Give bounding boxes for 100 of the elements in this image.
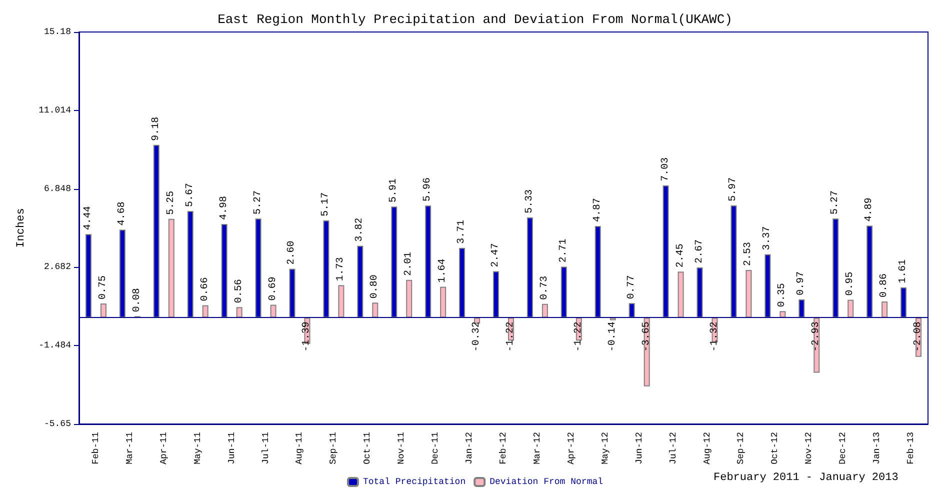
x-tick-label: Jan-13 [872, 432, 882, 464]
data-label: 5.96 [422, 177, 434, 202]
data-label: 2.47 [490, 243, 502, 268]
x-tick-label: Mar-11 [124, 432, 135, 464]
x-tick-label: May-11 [192, 432, 203, 464]
data-label: 0.77 [626, 275, 638, 300]
bar [730, 205, 737, 318]
bar [493, 271, 499, 318]
data-label: 5.33 [524, 189, 536, 214]
data-label: 2.53 [743, 242, 754, 266]
data-label: -2.08 [913, 322, 924, 352]
data-label: 2.60 [286, 240, 298, 265]
bar [746, 270, 752, 318]
data-label: -1.22 [506, 322, 516, 352]
data-label: 4.68 [116, 202, 128, 226]
bar [391, 206, 398, 318]
bar [236, 307, 242, 318]
y-tick-label: 6.848 [44, 184, 71, 194]
x-tick-label: Nov-12 [804, 432, 814, 464]
bar [168, 218, 174, 318]
bar [594, 226, 601, 318]
data-label: 3.71 [456, 220, 468, 244]
data-label: 0.08 [132, 288, 143, 312]
bar [372, 302, 378, 318]
legend-label: Deviation From Normal [490, 477, 604, 487]
data-label: -2.93 [811, 322, 822, 352]
bar [560, 266, 567, 318]
data-label: -0.32 [472, 322, 483, 352]
data-label: 2.01 [404, 252, 415, 276]
data-label: 3.37 [762, 226, 774, 250]
data-label: 0.95 [845, 272, 856, 296]
y-tick-label: -1.484 [38, 340, 71, 351]
data-label: 0.35 [777, 283, 788, 308]
data-label: 4.87 [592, 198, 604, 222]
data-label: 5.97 [728, 177, 740, 202]
x-axis-title: February 2011 - January 2013 [714, 472, 898, 484]
bar [202, 305, 208, 318]
bar [440, 286, 446, 318]
bar [848, 300, 854, 318]
x-tick-label: Jul-12 [668, 432, 678, 464]
bar [764, 254, 771, 318]
bar [798, 299, 805, 318]
data-label: 0.80 [370, 274, 381, 299]
bar [696, 267, 703, 318]
x-tick-label: May-12 [600, 432, 610, 464]
x-tick-label: Dec-12 [838, 432, 848, 464]
x-tick-label: Jan-12 [464, 432, 475, 464]
bar [628, 303, 635, 318]
y-axis-title: Inches [16, 208, 28, 248]
data-label: 4.89 [864, 198, 876, 222]
bar [119, 230, 126, 318]
data-label: 5.27 [830, 190, 842, 214]
data-label: 5.25 [166, 190, 177, 215]
x-tick-label: Aug-11 [294, 432, 305, 464]
data-label: -3.65 [641, 322, 652, 352]
chart-title: East Region Monthly Precipitation and Deviation From Normal(UKAWC) [218, 12, 732, 27]
data-label: -1.39 [302, 322, 313, 352]
data-label: 0.73 [539, 276, 550, 300]
x-tick-label: Sep-11 [328, 432, 339, 464]
data-label: -0.14 [607, 322, 618, 352]
bar [100, 304, 106, 318]
data-label: 5.67 [184, 182, 196, 207]
bar [866, 226, 873, 318]
data-label: 3.82 [354, 218, 366, 242]
bar [221, 224, 228, 318]
x-tick-label: Apr-12 [566, 432, 576, 464]
bar [542, 304, 548, 318]
data-label: 0.56 [234, 279, 245, 304]
data-label: 5.27 [252, 190, 264, 214]
data-label: -1.22 [573, 322, 584, 352]
data-label: -1.32 [709, 322, 720, 352]
bar [832, 218, 839, 318]
x-tick-label: Aug-12 [702, 432, 712, 464]
bar [255, 218, 262, 318]
bar [900, 287, 907, 318]
y-tick-label: -5.65 [44, 419, 71, 429]
bar [459, 248, 466, 318]
data-label: 5.91 [388, 178, 400, 202]
x-tick-label: Feb-12 [498, 432, 508, 464]
x-tick-label: Feb-13 [906, 432, 916, 464]
bar [85, 234, 92, 318]
data-label: 4.44 [82, 206, 94, 230]
data-label: 1.64 [438, 258, 449, 283]
data-label: 5.17 [320, 192, 332, 216]
x-tick-label: Dec-11 [430, 432, 441, 464]
bar [780, 311, 786, 318]
data-label: 9.18 [150, 116, 162, 141]
bar [662, 185, 669, 318]
data-label: 0.86 [879, 273, 890, 298]
data-label: 2.71 [558, 238, 570, 263]
data-label: 1.61 [898, 259, 910, 284]
x-tick-label: Jun-12 [634, 432, 644, 464]
data-label: 0.66 [200, 277, 211, 302]
bar [678, 272, 684, 318]
x-tick-label: Sep-12 [736, 432, 746, 464]
data-label: 0.69 [268, 276, 279, 301]
y-tick-label: 11.014 [38, 105, 71, 116]
bar [270, 304, 276, 318]
data-label: 2.45 [675, 244, 686, 268]
x-tick-label: Feb-11 [90, 432, 101, 464]
